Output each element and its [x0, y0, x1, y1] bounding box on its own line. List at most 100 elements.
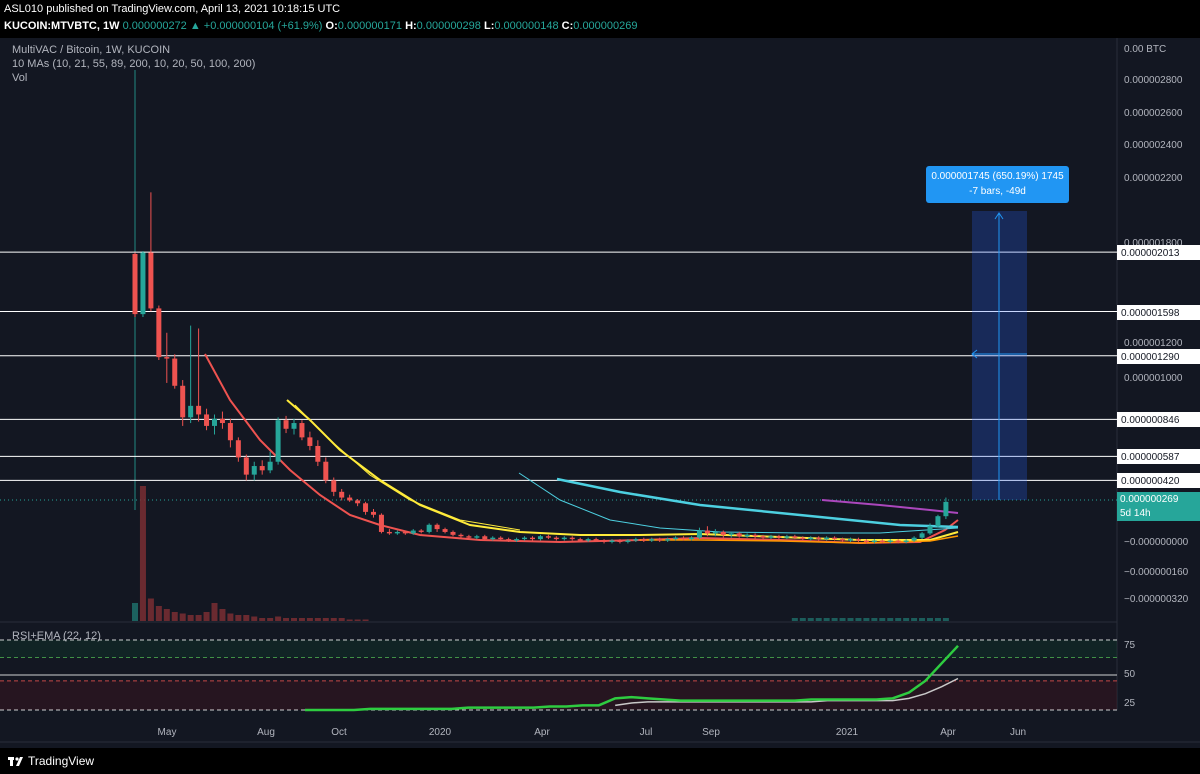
measure-line-1: 0.000001745 (650.19%) 1745 [931, 171, 1064, 182]
volume-bar [338, 618, 345, 621]
candle [927, 523, 933, 535]
price-tick-label: 0.00 BTC [1124, 44, 1167, 55]
candle [466, 534, 472, 540]
candle [394, 530, 400, 535]
ma-legend: 10 MAs (10, 21, 55, 89, 200, 10, 20, 50,… [12, 58, 256, 70]
volume-bar [887, 618, 894, 621]
candle [363, 501, 369, 515]
volume-bar [879, 618, 886, 621]
candle [728, 531, 734, 538]
tradingview-logo-icon [8, 757, 23, 766]
close-value: 0.000000269 [573, 20, 638, 32]
candle [514, 537, 520, 542]
volume-bar [919, 618, 926, 621]
candle-body [561, 537, 567, 540]
volume-bar [259, 618, 266, 621]
candle [506, 537, 512, 542]
candle-body [601, 540, 607, 542]
candle-body [752, 534, 758, 537]
candle-body [148, 252, 154, 309]
candle [458, 533, 464, 538]
candle [212, 414, 217, 435]
candle-body [386, 531, 392, 534]
rsi-line [305, 644, 959, 712]
measure-arrow-head [994, 212, 1004, 220]
candle-body [267, 461, 273, 471]
rsi-oversold-zone [0, 680, 1117, 710]
candle-body [728, 533, 734, 535]
candle [434, 523, 440, 532]
candle [768, 534, 774, 540]
candle-body [545, 536, 551, 538]
candle [879, 539, 885, 544]
candle-body [625, 540, 631, 542]
candle [180, 380, 186, 426]
price-chart[interactable] [0, 38, 1200, 748]
candle [132, 252, 138, 317]
high-label: H: [405, 20, 417, 32]
rsi-tick-label: 50 [1124, 669, 1136, 680]
candle [522, 536, 528, 541]
measure-tooltip: 0.000001745 (650.19%) 1745 -7 bars, -49d [926, 166, 1069, 203]
price-tick-label: −0.000000320 [1124, 594, 1189, 605]
volume-bar [942, 618, 949, 621]
candle [760, 534, 766, 540]
ma-yellow-line [286, 399, 959, 541]
candle-body [482, 536, 488, 540]
candle-body [275, 420, 281, 462]
volume-bar [855, 618, 862, 621]
volume-bar [227, 613, 234, 621]
header-bar: ASL010 published on TradingView.com, Apr… [0, 0, 1200, 38]
candle-body [657, 539, 663, 541]
volume-bar [354, 619, 361, 621]
candle-body [140, 252, 146, 315]
time-tick-label: Jul [639, 727, 653, 738]
time-tick-label: Jun [1009, 727, 1027, 738]
level-price-label: 0.000001290 [1117, 348, 1200, 364]
level-price-label: 0.000000587 [1117, 449, 1200, 465]
candle-body [196, 405, 202, 415]
candle-body [315, 445, 321, 462]
low-label: L: [483, 20, 495, 32]
volume-bar [187, 615, 194, 621]
volume-bar [839, 618, 846, 621]
time-tick-label: Aug [257, 727, 275, 738]
candle-body [585, 539, 591, 541]
candle [943, 497, 949, 520]
candle [537, 534, 543, 541]
candle-body [768, 536, 774, 538]
candle [371, 509, 376, 518]
candle-body [943, 501, 949, 517]
price-tick-label: 0.000002400 [1124, 140, 1183, 151]
volume-bar [831, 618, 838, 621]
candle [871, 539, 877, 544]
candle-body [434, 524, 440, 530]
candle [442, 527, 448, 534]
candle-body [347, 497, 353, 501]
candle [911, 536, 917, 542]
candle-body [537, 536, 543, 540]
candle [848, 537, 853, 542]
time-tick-label: 2021 [835, 727, 859, 738]
candle-body [132, 253, 138, 315]
candle-body [712, 531, 718, 534]
candle [840, 537, 846, 542]
volume-bar [211, 603, 218, 621]
candle [585, 537, 591, 542]
candle-body [665, 539, 671, 541]
candle-body [506, 539, 512, 541]
candle [283, 415, 289, 434]
candle-body [394, 531, 400, 534]
candle [633, 537, 639, 542]
close-label: C: [561, 20, 574, 32]
volume-bar [203, 612, 210, 621]
price-tick-label: 0.000002600 [1124, 108, 1183, 119]
volume-bar [163, 609, 170, 621]
candle-body [363, 503, 369, 512]
candle-body [808, 537, 814, 540]
volume-bar [903, 618, 910, 621]
measure-time-arrow-head [971, 349, 978, 359]
volume-bar [807, 618, 814, 621]
candle [863, 539, 869, 544]
symbol-name: KUCOIN:MTVBTC, 1W [4, 20, 120, 32]
